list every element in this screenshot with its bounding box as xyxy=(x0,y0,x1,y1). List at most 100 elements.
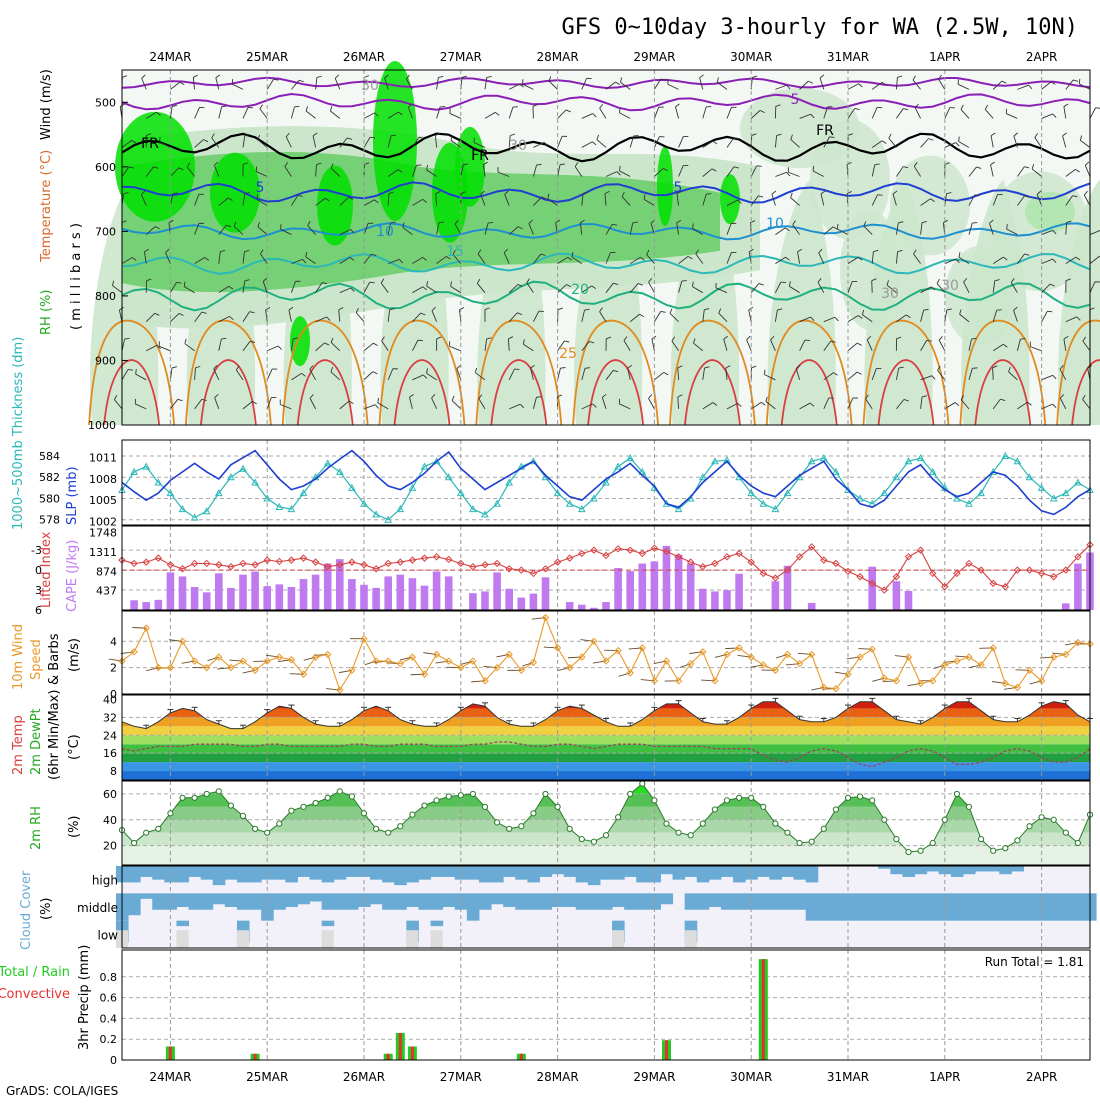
cape-bar xyxy=(723,590,731,610)
cape-bar xyxy=(179,576,187,610)
cloud-cell xyxy=(322,866,335,882)
cloud-cell xyxy=(890,893,903,920)
cloud-cell xyxy=(902,893,915,920)
cloud-cell xyxy=(769,866,782,880)
rh2m-marker xyxy=(253,826,258,831)
ylabel-millibars: ( m i l l i b a r s ) xyxy=(69,223,84,330)
rh2m-marker xyxy=(289,808,294,813)
temp2m-tick-label: 24 xyxy=(103,729,117,742)
cloud-cell xyxy=(213,893,226,904)
cloud-cell xyxy=(927,893,940,920)
cloud-cell xyxy=(152,866,165,880)
cape-bar xyxy=(469,593,477,610)
contour-label: FR xyxy=(816,123,834,139)
slp-tick-label: 1011 xyxy=(89,452,117,465)
cape-bar xyxy=(505,589,513,610)
rh2m-marker xyxy=(1003,846,1008,851)
wind-barb xyxy=(993,368,994,380)
cape-bar xyxy=(397,575,405,610)
cloud-cell xyxy=(491,893,504,904)
rh2m-marker xyxy=(531,811,536,816)
cloud-cell xyxy=(128,893,141,915)
cloud-cell xyxy=(794,893,807,909)
rh2m-marker xyxy=(301,804,306,809)
cloud-cell xyxy=(285,893,298,907)
cloud-cell xyxy=(636,866,649,882)
cloud-cell xyxy=(987,866,1000,871)
ylabel-thickness: 1000~500mb Thickness (dm) xyxy=(11,337,26,530)
cape-bar xyxy=(481,591,489,610)
wind-barb-feather xyxy=(136,369,137,374)
precip-tick-label: 0.8 xyxy=(100,971,118,984)
rh2m-marker xyxy=(156,826,161,831)
rh2m-marker xyxy=(1075,840,1080,845)
cape-bar xyxy=(384,576,392,610)
cloud-level-label: low xyxy=(98,928,119,942)
cloud-cell xyxy=(394,893,407,909)
pressure-tick-label: 600 xyxy=(95,161,116,174)
rh2m-marker xyxy=(168,811,173,816)
cape-bar xyxy=(348,579,356,610)
date-label-top: 29MAR xyxy=(633,50,675,64)
ylabel-cloud-pct: (%) xyxy=(39,898,54,921)
rh2m-marker xyxy=(603,833,608,838)
precip-conv-bar xyxy=(411,1046,414,1060)
rh2m-marker xyxy=(1027,824,1032,829)
rh2m-marker xyxy=(688,833,693,838)
cloud-cell xyxy=(539,866,552,877)
cloud-cell xyxy=(915,866,928,874)
ylabel-wind10-3: & Barbs xyxy=(47,633,62,685)
ylabel-rh: RH (%) xyxy=(39,290,54,335)
rh2m-marker xyxy=(894,837,899,842)
cape-bar xyxy=(312,575,320,610)
cape-bar xyxy=(542,577,550,610)
cloud-cell xyxy=(515,866,528,880)
date-label-top: 25MAR xyxy=(246,50,288,64)
rh2m-tick-label: 60 xyxy=(103,788,117,801)
cloud-cell xyxy=(890,866,903,874)
cloud-cell xyxy=(600,866,613,880)
cloud-low-gap xyxy=(406,930,418,948)
date-label-bottom: 25MAR xyxy=(246,1070,288,1084)
cloud-low-gap xyxy=(685,930,697,948)
cloud-cell xyxy=(673,866,686,880)
cloud-cell xyxy=(1011,866,1024,871)
wind-barb-feather xyxy=(488,222,493,223)
cape-bar xyxy=(626,571,634,610)
rh2m-marker xyxy=(991,848,996,853)
rh2m-marker xyxy=(676,830,681,835)
cloud-cell xyxy=(1072,893,1085,920)
cape-tick-label: 1311 xyxy=(89,546,117,559)
wind-barb-feather xyxy=(682,281,687,282)
cloud-cell xyxy=(1023,893,1036,920)
date-label-bottom: 26MAR xyxy=(343,1070,385,1084)
rh2m-marker xyxy=(797,840,802,845)
rh2m-marker xyxy=(942,817,947,822)
cape-bar xyxy=(772,581,780,610)
cloud-cell xyxy=(830,893,843,920)
wind-barb-feather xyxy=(1079,79,1080,84)
date-label-top: 26MAR xyxy=(343,50,385,64)
date-label-top: 1APR xyxy=(929,50,960,64)
cape-bar xyxy=(651,561,659,610)
cape-bar xyxy=(142,602,150,610)
ylabel-slp: SLP (mb) xyxy=(65,466,80,525)
rh2m-marker xyxy=(833,807,838,812)
pressure-tick-label: 900 xyxy=(95,354,116,367)
cloud-cell xyxy=(189,866,202,877)
ylabel-cape: CAPE (J/kg) xyxy=(65,540,80,612)
cloud-cell xyxy=(322,893,335,909)
rh2m-marker xyxy=(845,795,850,800)
cloud-cell xyxy=(503,866,516,877)
cape-bar xyxy=(808,603,816,610)
cloud-cell xyxy=(201,893,214,909)
cloud-cell xyxy=(564,893,577,907)
cloud-cell xyxy=(1011,893,1024,920)
date-label-bottom: 28MAR xyxy=(537,1070,579,1084)
cloud-cell xyxy=(576,893,589,909)
wind-barb-feather xyxy=(585,368,590,369)
wind-barb-feather xyxy=(813,166,814,171)
rh2m-marker xyxy=(737,795,742,800)
cloud-cell xyxy=(987,893,1000,920)
